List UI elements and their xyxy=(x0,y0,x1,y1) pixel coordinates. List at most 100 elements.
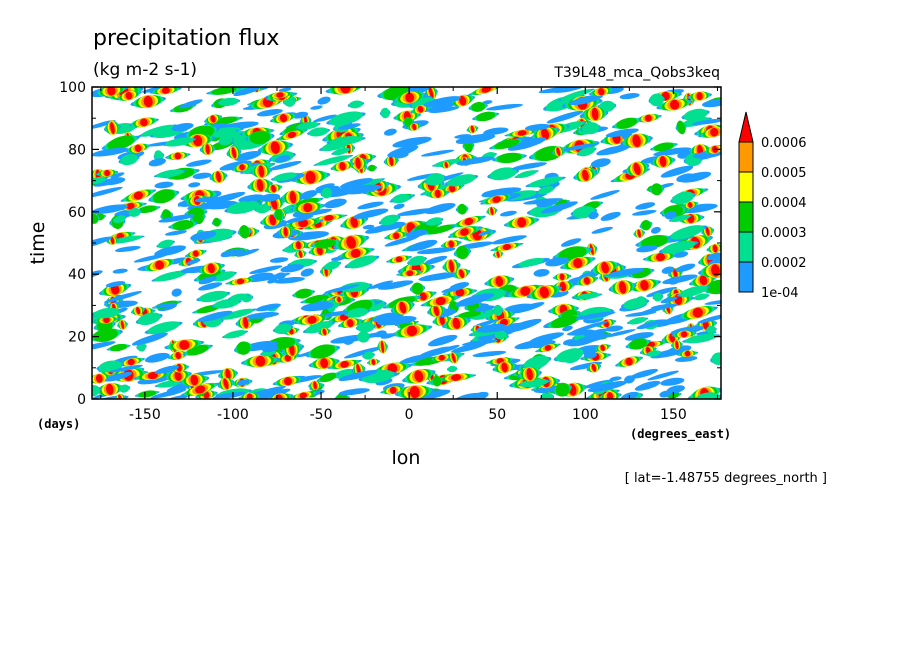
precip-cell xyxy=(590,260,620,275)
precip-contour xyxy=(152,189,175,204)
precip-contour xyxy=(433,305,440,317)
precip-cell xyxy=(131,306,146,316)
precip-contour xyxy=(343,338,354,345)
precip-contour xyxy=(540,201,578,214)
precip-cell xyxy=(660,377,685,386)
precip-cell xyxy=(115,90,142,101)
precip-cell xyxy=(427,334,458,347)
precip-cell xyxy=(245,130,275,145)
precip-contour xyxy=(712,244,718,253)
precip-contour xyxy=(494,139,520,150)
precip-contour xyxy=(93,328,118,342)
precip-contour xyxy=(220,248,245,258)
precip-cell xyxy=(186,159,212,167)
precip-contour xyxy=(511,162,547,170)
precip-cell xyxy=(280,190,306,205)
colorbar-label: 0.0003 xyxy=(761,226,807,241)
precip-cell xyxy=(486,103,523,111)
precip-contour xyxy=(504,303,535,312)
precip-cell xyxy=(702,99,721,108)
x-axis: -150 -100 -50 0 50 100 150 xyxy=(100,87,718,423)
precip-cell xyxy=(580,122,601,135)
precip-cell xyxy=(536,186,556,195)
precip-cell xyxy=(584,328,608,337)
precip-contour xyxy=(646,287,678,297)
precip-contour xyxy=(111,235,142,244)
precip-contour xyxy=(538,87,576,94)
precip-cell xyxy=(590,189,620,200)
precip-contour xyxy=(212,391,246,399)
precip-cell xyxy=(105,281,126,288)
precip-cell xyxy=(118,154,140,166)
precip-cell xyxy=(486,206,498,216)
precip-cell xyxy=(265,91,295,99)
precip-contour xyxy=(706,325,716,334)
precip-contour xyxy=(451,353,456,363)
precip-cell xyxy=(392,136,432,148)
precip-cell xyxy=(132,371,173,381)
precip-cell xyxy=(630,368,659,379)
precip-cell xyxy=(424,202,456,215)
precip-contour xyxy=(556,348,584,363)
precip-contour xyxy=(143,95,153,108)
precip-contour xyxy=(219,160,252,171)
precip-contour xyxy=(588,211,599,220)
precip-cell xyxy=(244,195,255,202)
precip-contour xyxy=(464,217,474,226)
precip-cell xyxy=(247,178,273,193)
precip-cell xyxy=(274,272,286,280)
precip-contour xyxy=(109,364,143,373)
precip-contour xyxy=(651,183,663,196)
precip-cell xyxy=(118,384,131,393)
precip-cell xyxy=(645,350,662,357)
precip-cell xyxy=(429,354,454,362)
precip-cell xyxy=(670,191,696,205)
precip-cell xyxy=(526,285,562,300)
precip-contour xyxy=(207,263,215,274)
precip-cell xyxy=(204,114,223,124)
precip-cell xyxy=(171,288,182,297)
precip-contour xyxy=(596,145,630,156)
precip-cell xyxy=(399,354,433,364)
precip-cell xyxy=(632,209,657,216)
precip-contour xyxy=(448,185,456,193)
precip-cell xyxy=(168,394,189,399)
precip-cell xyxy=(234,150,262,162)
precip-cell xyxy=(313,155,354,166)
precip-contour xyxy=(249,265,283,274)
precip-cell xyxy=(456,139,474,144)
precip-contour xyxy=(337,123,361,130)
precip-cell xyxy=(666,385,685,394)
precip-cell xyxy=(268,160,302,171)
precip-contour xyxy=(288,231,330,241)
precip-contour xyxy=(706,252,721,261)
precip-contour xyxy=(106,383,114,395)
precip-cell xyxy=(128,117,159,128)
precip-contour xyxy=(315,183,335,191)
precip-contour xyxy=(285,215,314,224)
y-tick-label: 40 xyxy=(68,267,86,283)
precip-contour xyxy=(481,187,522,198)
precip-contour xyxy=(239,164,245,171)
precip-contour xyxy=(414,389,451,399)
precip-contour xyxy=(424,202,456,215)
precip-cell xyxy=(393,203,405,210)
precip-cell xyxy=(101,135,140,151)
precip-cell xyxy=(112,268,128,274)
precip-cell xyxy=(675,120,687,135)
precip-cell xyxy=(162,137,197,147)
precip-contour xyxy=(236,379,250,386)
precip-cell xyxy=(135,312,163,326)
precip-cell xyxy=(302,321,336,334)
precip-cell xyxy=(562,325,573,332)
precip-contour xyxy=(387,145,419,158)
precip-contour xyxy=(377,280,414,290)
precip-cell xyxy=(560,256,596,270)
precip-cell xyxy=(552,146,565,157)
precip-contour xyxy=(461,339,498,346)
plot-area xyxy=(91,86,722,400)
precip-contour xyxy=(305,321,333,334)
precip-cell xyxy=(199,143,216,156)
precip-contour xyxy=(274,155,291,163)
precip-contour xyxy=(603,329,636,338)
